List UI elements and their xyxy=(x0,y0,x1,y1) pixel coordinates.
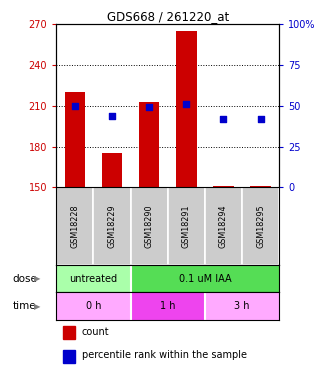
Text: GSM18228: GSM18228 xyxy=(70,204,79,248)
Text: GSM18290: GSM18290 xyxy=(145,204,154,248)
Title: GDS668 / 261220_at: GDS668 / 261220_at xyxy=(107,10,229,23)
Text: ▶: ▶ xyxy=(34,302,40,311)
Text: 0 h: 0 h xyxy=(86,302,101,311)
Bar xyxy=(63,350,75,363)
Text: time: time xyxy=(13,302,37,311)
Point xyxy=(258,116,263,122)
Bar xyxy=(63,326,75,339)
Bar xyxy=(56,188,93,264)
Bar xyxy=(205,188,242,264)
Point xyxy=(221,116,226,122)
Text: ▶: ▶ xyxy=(34,274,40,283)
Bar xyxy=(168,188,205,264)
Bar xyxy=(56,264,131,292)
Bar xyxy=(242,188,279,264)
Text: count: count xyxy=(82,327,109,337)
Text: dose: dose xyxy=(13,273,38,284)
Point xyxy=(72,103,77,109)
Text: GSM18295: GSM18295 xyxy=(256,204,265,248)
Text: untreated: untreated xyxy=(69,273,117,284)
Point xyxy=(109,112,115,118)
Text: percentile rank within the sample: percentile rank within the sample xyxy=(82,350,247,360)
Point xyxy=(147,105,152,111)
Bar xyxy=(131,188,168,264)
Text: GSM18291: GSM18291 xyxy=(182,204,191,248)
Bar xyxy=(131,292,205,320)
Point xyxy=(184,101,189,107)
Bar xyxy=(56,292,131,320)
Bar xyxy=(176,31,196,188)
Bar xyxy=(213,186,234,188)
Bar xyxy=(102,153,122,188)
Bar xyxy=(65,92,85,188)
Text: GSM18229: GSM18229 xyxy=(108,204,117,248)
Bar xyxy=(139,102,159,188)
Text: GSM18294: GSM18294 xyxy=(219,204,228,248)
Text: 0.1 uM IAA: 0.1 uM IAA xyxy=(178,273,231,284)
Text: 1 h: 1 h xyxy=(160,302,176,311)
Bar xyxy=(250,186,271,188)
Bar xyxy=(205,292,279,320)
Bar xyxy=(93,188,131,264)
Text: 3 h: 3 h xyxy=(234,302,250,311)
Bar xyxy=(131,264,279,292)
